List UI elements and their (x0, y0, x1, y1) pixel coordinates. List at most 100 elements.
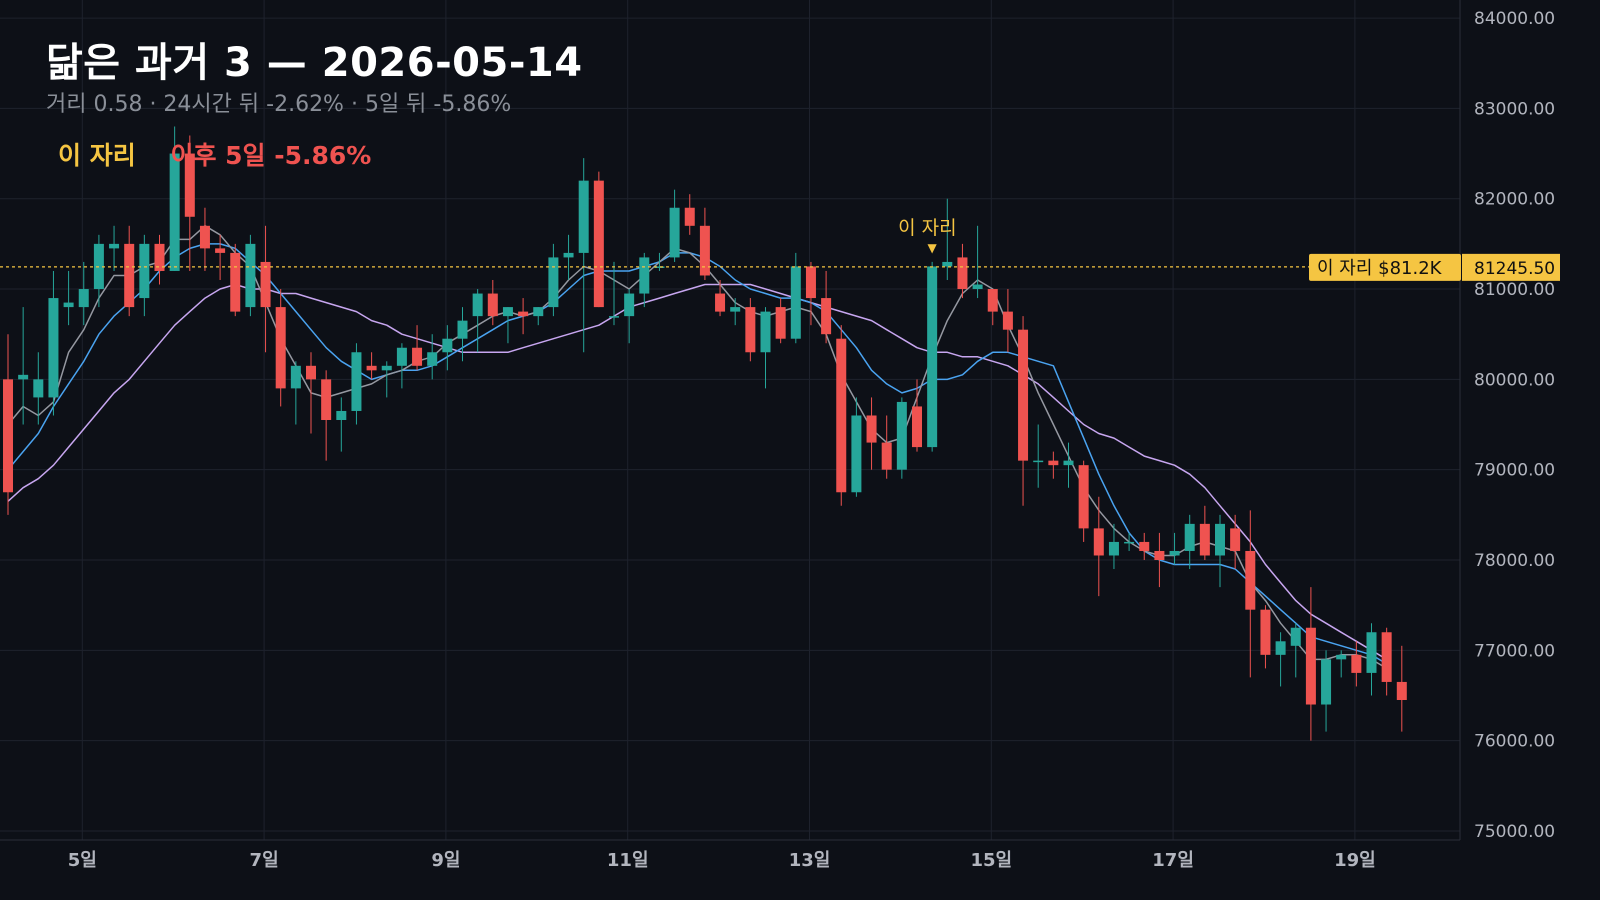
candle-body (290, 365, 301, 389)
candle (1215, 514, 1225, 588)
candle-body (412, 347, 423, 366)
y-tick-label: 80000.00 (1474, 370, 1555, 390)
candle (169, 126, 180, 271)
candle-body (745, 307, 756, 353)
candle (821, 270, 832, 344)
candle-body (1381, 632, 1392, 682)
candle-body (1063, 460, 1074, 466)
candle-body (1124, 541, 1135, 544)
current-level-line: 이 자리 $81.2K 81245.50 (0, 253, 1560, 281)
candle (805, 261, 816, 326)
candle (987, 289, 998, 326)
candle-body (624, 293, 635, 317)
x-tick-label: 13일 (789, 850, 831, 871)
candle (1381, 627, 1392, 696)
candle-body (836, 338, 847, 493)
candle (321, 370, 332, 461)
candle (881, 415, 892, 479)
candle-body (518, 311, 529, 317)
candle-body (1018, 329, 1029, 461)
candle-body (18, 374, 29, 380)
candle-body (563, 252, 574, 258)
candle-body (457, 320, 468, 339)
candle (1154, 532, 1165, 588)
candle-body (1336, 654, 1347, 660)
candle (1124, 532, 1135, 551)
x-tick-label: 9일 (431, 850, 460, 871)
candle (730, 298, 741, 326)
candle (1305, 587, 1316, 741)
candle-body (381, 365, 392, 371)
candle-body (1108, 541, 1119, 556)
candle (396, 343, 407, 389)
candle-body (336, 410, 347, 420)
candle (1321, 650, 1332, 732)
candle-body (866, 415, 877, 443)
candle (790, 252, 801, 344)
candle (457, 307, 468, 362)
candle (578, 158, 589, 353)
candle-body (699, 225, 710, 276)
candle-body (63, 302, 74, 308)
candle-body (1199, 523, 1210, 556)
candle-body (760, 311, 771, 353)
candle (1275, 632, 1286, 687)
candle (669, 189, 680, 262)
candle (1002, 289, 1013, 353)
candle-body (1305, 627, 1316, 705)
candle (366, 352, 377, 380)
candle (927, 261, 938, 452)
x-tick-label: 19일 (1334, 850, 1376, 871)
candle (624, 289, 635, 344)
candle (48, 270, 59, 416)
candle-body (169, 153, 180, 271)
candle-body (1230, 528, 1241, 551)
candle (896, 397, 907, 479)
candle (154, 234, 165, 285)
candle-body (48, 298, 59, 398)
candle-body (593, 180, 604, 308)
candle-body (1184, 523, 1195, 551)
candle (442, 325, 453, 371)
candle-body (1048, 460, 1059, 466)
level-price-bg (1462, 253, 1560, 281)
candle (336, 397, 347, 452)
candle (957, 243, 968, 299)
candle (699, 207, 710, 280)
level-tag-bg (1309, 253, 1461, 281)
candlestick-series (3, 126, 1407, 741)
candle-body (533, 307, 544, 317)
candle-body (821, 298, 832, 335)
candle-body (154, 243, 165, 271)
candle (715, 280, 726, 317)
level-price-label: 81245.50 (1474, 259, 1555, 279)
candle-body (366, 365, 377, 371)
x-tick-label: 15일 (970, 850, 1012, 871)
y-tick-label: 75000.00 (1474, 822, 1555, 842)
candle (1048, 451, 1059, 479)
marker-arrow-icon: ▼ (928, 241, 938, 255)
candle (1230, 514, 1241, 570)
candle (1093, 496, 1104, 597)
candle-body (1396, 681, 1407, 700)
x-tick-label: 11일 (607, 850, 649, 871)
candle-body (33, 379, 44, 398)
candle-body (790, 266, 801, 339)
candle-body (578, 180, 589, 253)
y-tick-label: 83000.00 (1474, 99, 1555, 119)
candle (639, 252, 650, 308)
candle (851, 397, 862, 497)
candle (487, 280, 498, 326)
candle-body (1275, 641, 1286, 655)
marker-text: 이 자리 (898, 217, 956, 239)
y-tick-label: 76000.00 (1474, 732, 1555, 752)
candle (1351, 641, 1362, 687)
candle-body (987, 289, 998, 312)
candle-body (396, 347, 407, 366)
x-tick-label: 5일 (68, 850, 97, 871)
candle (1366, 623, 1377, 696)
candle (306, 352, 316, 434)
y-tick-label: 84000.00 (1474, 9, 1555, 29)
